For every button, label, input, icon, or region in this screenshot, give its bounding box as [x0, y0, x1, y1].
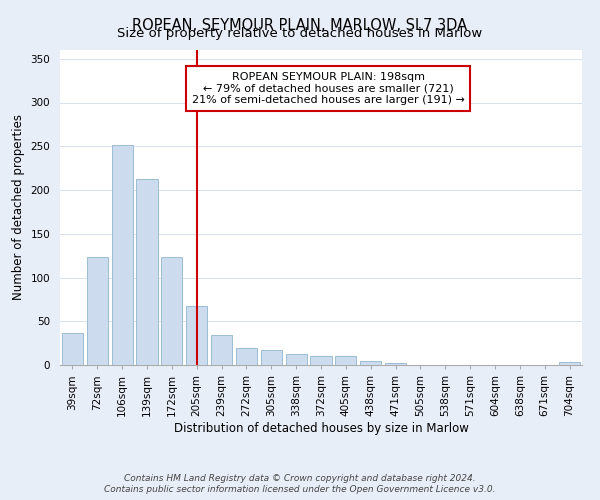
Bar	[335, 356, 356, 365]
Bar	[286, 354, 307, 365]
Bar	[186, 306, 207, 365]
Bar	[236, 348, 257, 365]
Bar	[87, 258, 108, 365]
Bar	[559, 362, 580, 365]
Bar	[360, 360, 381, 365]
X-axis label: Distribution of detached houses by size in Marlow: Distribution of detached houses by size …	[173, 422, 469, 434]
Text: Size of property relative to detached houses in Marlow: Size of property relative to detached ho…	[118, 28, 482, 40]
Y-axis label: Number of detached properties: Number of detached properties	[12, 114, 25, 300]
Bar	[211, 335, 232, 365]
Bar	[112, 144, 133, 365]
Bar	[385, 363, 406, 365]
Bar	[310, 356, 332, 365]
Bar	[261, 350, 282, 365]
Bar	[161, 256, 182, 365]
Bar	[62, 332, 83, 365]
Text: ROPEAN SEYMOUR PLAIN: 198sqm
← 79% of detached houses are smaller (721)
21% of s: ROPEAN SEYMOUR PLAIN: 198sqm ← 79% of de…	[192, 72, 465, 105]
Text: Contains HM Land Registry data © Crown copyright and database right 2024.
Contai: Contains HM Land Registry data © Crown c…	[104, 474, 496, 494]
Bar	[136, 178, 158, 365]
Text: ROPEAN, SEYMOUR PLAIN, MARLOW, SL7 3DA: ROPEAN, SEYMOUR PLAIN, MARLOW, SL7 3DA	[133, 18, 467, 32]
